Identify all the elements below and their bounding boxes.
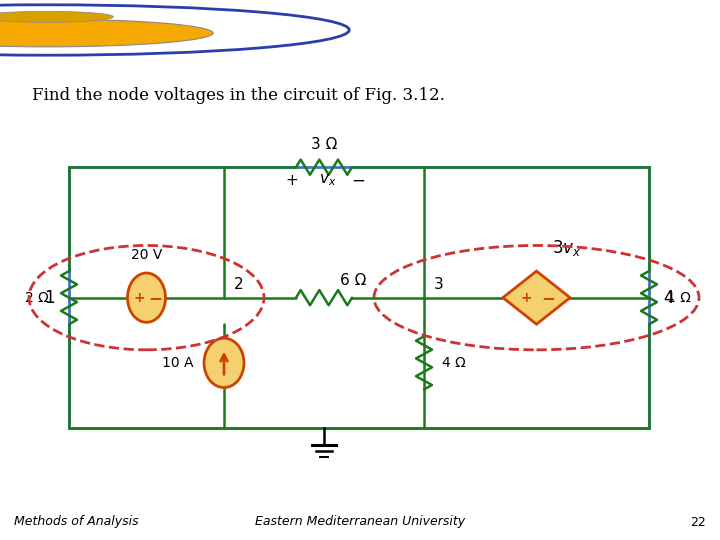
Text: Example 3.4: Example 3.4 xyxy=(104,16,296,44)
Text: 1: 1 xyxy=(45,289,55,307)
Text: Eastern Mediterranean University: Eastern Mediterranean University xyxy=(255,516,465,529)
Polygon shape xyxy=(503,271,570,324)
Text: 2: 2 xyxy=(234,277,243,292)
Ellipse shape xyxy=(204,338,244,388)
Text: −: − xyxy=(541,289,555,307)
Text: +: + xyxy=(286,173,298,188)
Text: Find the node voltages in the circuit of Fig. 3.12.: Find the node voltages in the circuit of… xyxy=(32,86,445,104)
Text: −: − xyxy=(351,172,365,190)
Text: 1 Ω: 1 Ω xyxy=(667,291,691,305)
Circle shape xyxy=(0,5,349,55)
Bar xyxy=(69,167,649,428)
Text: +: + xyxy=(134,291,145,305)
Text: 4 Ω: 4 Ω xyxy=(442,356,466,370)
Text: 20 V: 20 V xyxy=(131,248,162,261)
Circle shape xyxy=(0,11,113,22)
Text: 10 A: 10 A xyxy=(163,356,194,370)
Text: 3: 3 xyxy=(434,277,444,292)
Text: −: − xyxy=(148,289,163,307)
Circle shape xyxy=(0,19,213,47)
Text: $3v_x$: $3v_x$ xyxy=(552,238,581,258)
Text: Methods of Analysis: Methods of Analysis xyxy=(14,516,139,529)
Text: 2 Ω: 2 Ω xyxy=(25,291,49,305)
Text: $v_x$: $v_x$ xyxy=(319,173,337,188)
Text: 22: 22 xyxy=(690,516,706,529)
Text: 4: 4 xyxy=(663,289,673,307)
Text: 6 Ω: 6 Ω xyxy=(340,273,366,288)
Ellipse shape xyxy=(127,273,166,322)
Text: +: + xyxy=(521,291,532,305)
Text: 3 Ω: 3 Ω xyxy=(311,137,337,152)
